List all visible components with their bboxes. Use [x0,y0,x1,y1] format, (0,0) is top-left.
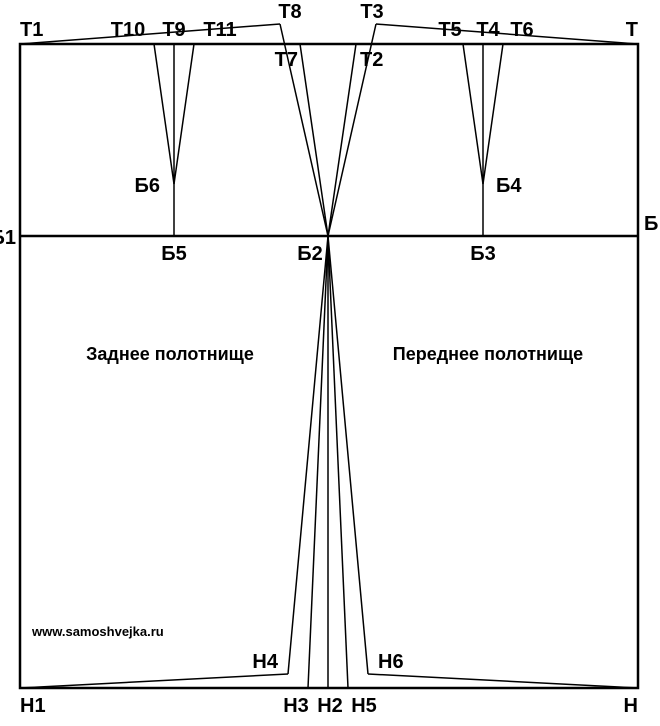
label-T7: Т7 [275,49,298,71]
label-T8: Т8 [278,1,301,23]
label-B1: Б1 [0,227,16,249]
line-B2-H4 [288,236,328,674]
line-T1-T8 [20,24,280,44]
line-T6-B4 [483,44,503,184]
label-T4: Т4 [476,19,500,41]
label-T1: Т1 [20,19,43,41]
label-T10: Т10 [111,19,145,41]
label-B6: Б6 [135,175,161,197]
label-T5: Т5 [438,19,461,41]
outer-rect [20,44,638,688]
label-T9: Т9 [162,19,185,41]
label-B5: Б5 [161,243,187,265]
label-T6: Т6 [510,19,533,41]
label-T11: Т11 [203,19,236,41]
line-B2-H5 [328,236,348,688]
label-H4: Н4 [252,651,278,673]
label-H: Н [624,695,638,717]
label-B4: Б4 [496,175,522,197]
line-B2-H3 [308,236,328,688]
label-B2: Б2 [297,243,323,265]
line-T7-B2 [300,44,328,236]
label-H5: Н5 [351,695,377,717]
line-H-H6 [368,674,638,688]
line-T5-B4 [463,44,483,184]
label-T2: Т2 [360,49,383,71]
watermark: www.samoshvejka.ru [31,624,164,639]
label-H2: Н2 [317,695,343,717]
label-H1: Н1 [20,695,46,717]
panel-label-back: Заднее полотнище [86,344,254,364]
label-H6: Н6 [378,651,404,673]
line-T10-B6 [154,44,174,184]
label-B: Б [644,213,658,235]
label-H3: Н3 [283,695,309,717]
label-B3: Б3 [470,243,496,265]
label-T3: Т3 [360,1,383,23]
label-T: Т [626,19,638,41]
line-T11-B6 [174,44,194,184]
line-H1-H4 [20,674,288,688]
line-B2-H6 [328,236,368,674]
line-T2-B2 [328,44,356,236]
panel-label-front: Переднее полотнище [393,344,583,364]
line-T-T3 [376,24,638,44]
